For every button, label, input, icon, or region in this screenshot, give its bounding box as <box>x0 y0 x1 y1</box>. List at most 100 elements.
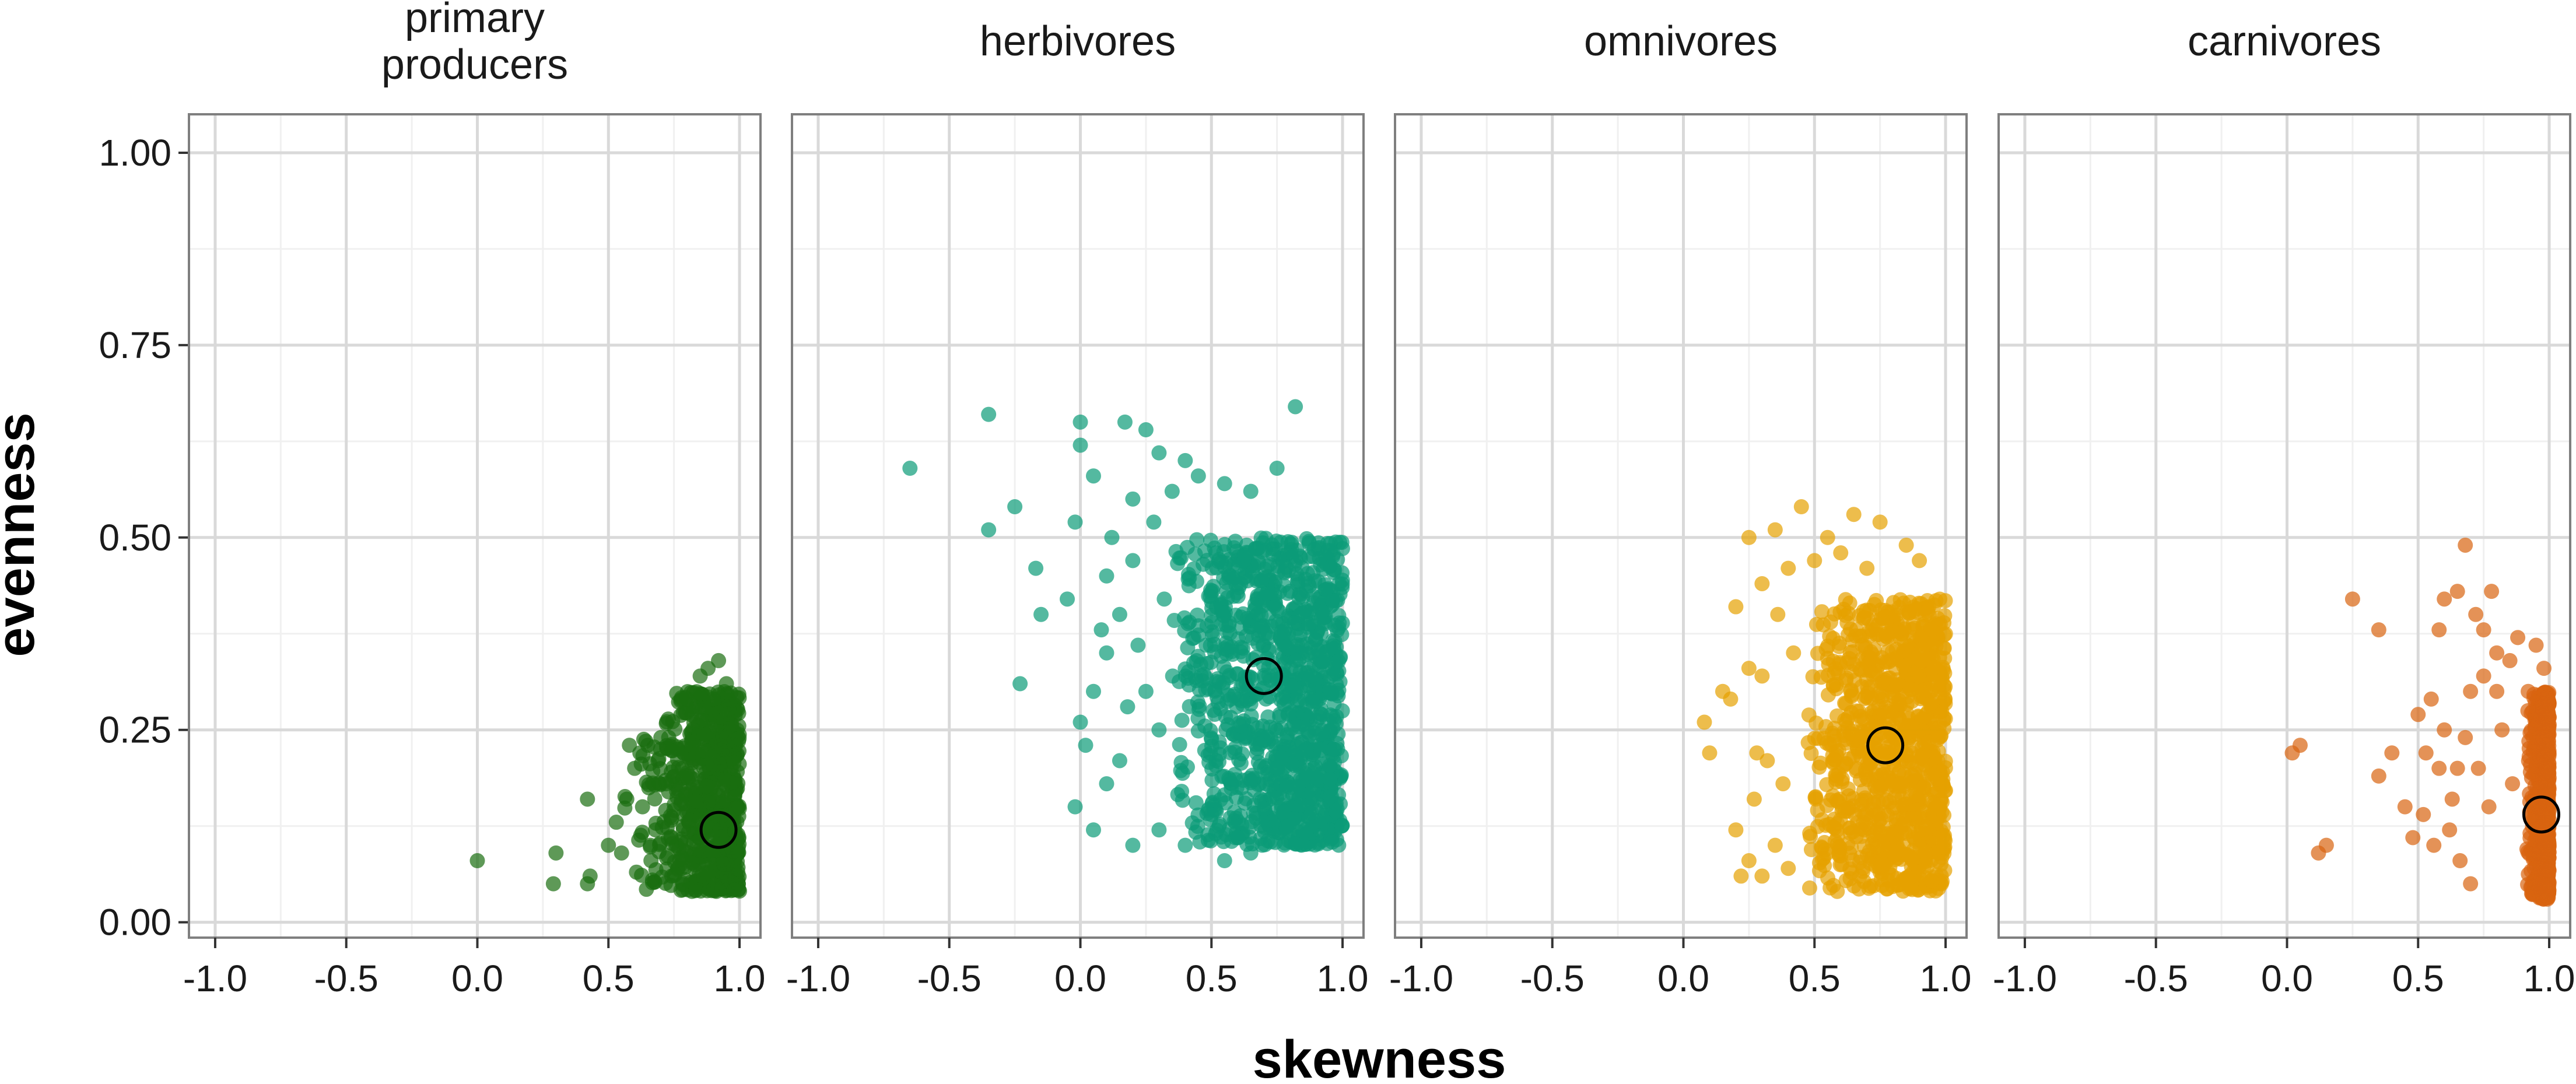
y-tick-label: 1.00 <box>99 132 171 174</box>
data-point <box>670 751 685 767</box>
data-point <box>1904 775 1919 791</box>
data-point <box>2458 729 2473 745</box>
data-point <box>1204 731 1219 747</box>
data-point <box>1204 806 1219 822</box>
data-point <box>715 794 731 810</box>
data-point <box>1932 801 1947 816</box>
data-point <box>1094 622 1109 638</box>
data-point <box>1887 852 1903 868</box>
data-point <box>1217 476 1232 492</box>
data-point <box>2437 591 2452 607</box>
x-tick-label: -0.5 <box>917 957 982 999</box>
data-point <box>640 738 656 753</box>
data-point <box>1313 726 1329 742</box>
data-point <box>2416 806 2431 822</box>
data-point <box>1927 626 1943 641</box>
data-point <box>1243 483 1259 499</box>
data-point <box>1179 759 1195 775</box>
data-point <box>1085 683 1101 699</box>
data-point <box>685 751 701 767</box>
data-point <box>1334 818 1350 834</box>
data-point <box>1287 615 1302 631</box>
data-point <box>1318 582 1334 598</box>
data-point <box>1291 719 1307 735</box>
data-point <box>580 876 595 892</box>
data-point <box>1281 818 1297 833</box>
data-point <box>1281 706 1296 721</box>
data-point <box>1767 837 1783 853</box>
data-point <box>1073 714 1088 730</box>
x-tick-label: -1.0 <box>183 957 247 999</box>
data-point <box>619 791 635 807</box>
data-point <box>1877 704 1892 720</box>
data-point <box>717 771 733 787</box>
data-point <box>648 822 664 838</box>
data-point <box>2437 722 2452 738</box>
facet-panel: carnivores -1.0 -0.5 0.0 0.5 1.0 <box>1993 18 2575 999</box>
x-tick-label: 0.5 <box>583 957 635 999</box>
data-point <box>580 791 595 807</box>
data-point <box>2520 703 2536 718</box>
data-point <box>1313 626 1329 641</box>
data-point <box>629 864 644 880</box>
data-point <box>2318 837 2334 853</box>
data-point <box>1190 648 1206 664</box>
data-point <box>678 834 694 850</box>
data-point <box>679 691 695 707</box>
facet-title: herbivores <box>980 18 1176 65</box>
data-point <box>1793 499 1809 515</box>
data-point <box>2526 766 2542 782</box>
data-point <box>1252 736 1268 752</box>
data-point <box>1117 414 1133 430</box>
data-point <box>688 882 703 897</box>
facet-title: producers <box>381 41 568 88</box>
data-point <box>1164 483 1180 499</box>
data-point <box>981 522 997 538</box>
data-point <box>1908 719 1923 735</box>
data-point <box>1786 645 1802 661</box>
data-point <box>1829 676 1845 692</box>
data-point <box>1172 736 1187 752</box>
data-point <box>1275 690 1291 706</box>
data-point <box>1846 507 1862 522</box>
data-point <box>1298 826 1314 841</box>
data-point <box>1859 560 1875 576</box>
data-point <box>2405 830 2421 846</box>
y-tick-label: 0.50 <box>99 517 171 559</box>
data-point <box>1221 552 1237 567</box>
data-point <box>1884 679 1899 694</box>
data-point <box>1085 822 1101 838</box>
data-point <box>1275 634 1291 650</box>
data-point <box>726 882 742 898</box>
data-point <box>1292 548 1308 564</box>
data-point <box>1888 608 1904 623</box>
data-point <box>2521 749 2537 764</box>
data-point <box>2449 760 2465 776</box>
data-point <box>1156 591 1172 607</box>
data-point <box>696 726 712 742</box>
data-point <box>1170 787 1186 802</box>
data-point <box>1310 642 1326 658</box>
data-point <box>1930 853 1946 869</box>
data-point <box>1305 588 1321 604</box>
data-point <box>1230 830 1246 846</box>
data-point <box>1911 669 1927 685</box>
data-point <box>1921 734 1937 750</box>
data-point <box>1813 669 1829 685</box>
panel-background <box>1999 114 2570 938</box>
data-point <box>1125 553 1141 569</box>
data-point <box>716 856 731 872</box>
data-point <box>654 869 670 885</box>
data-point <box>1265 546 1281 562</box>
data-point <box>1853 723 1869 739</box>
data-point <box>1177 837 1193 853</box>
data-point <box>1233 755 1249 771</box>
data-point <box>1067 514 1083 530</box>
data-point <box>699 778 715 794</box>
data-point <box>1891 696 1906 712</box>
data-point <box>1814 604 1830 620</box>
data-point <box>1125 837 1141 853</box>
x-tick-label: 0.5 <box>1186 957 1238 999</box>
data-point <box>1260 626 1276 641</box>
